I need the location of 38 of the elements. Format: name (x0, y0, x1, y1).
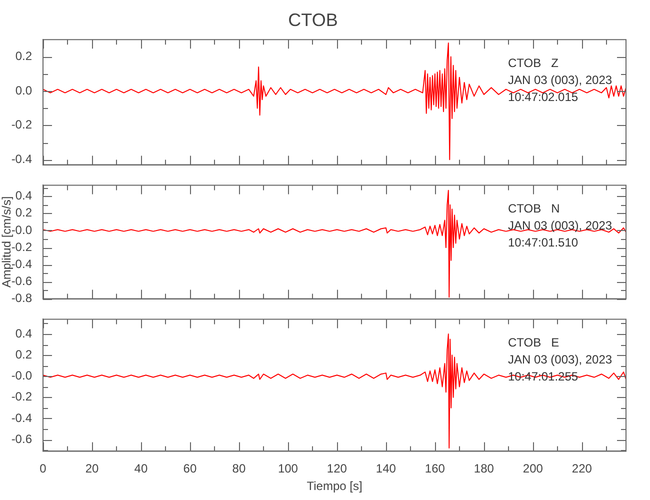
y-tick-label: 0.4 (15, 326, 32, 340)
x-tick-label: 40 (134, 462, 148, 476)
y-tick-label: -0.4 (11, 256, 32, 271)
x-tick-label: 100 (278, 462, 298, 476)
y-tick-label: -0.2 (11, 240, 32, 254)
y-tick-label: 0.0 (15, 83, 32, 98)
x-tick-label: 200 (522, 462, 544, 476)
x-tick-label: 160 (424, 462, 446, 476)
x-axis-title: Tiempo [s] (306, 479, 362, 494)
annotation: CTOB N (508, 202, 560, 216)
y-tick-label: -0.4 (11, 410, 32, 425)
x-tick-label: 60 (183, 462, 197, 476)
annotation: 10:47:02.015 (508, 90, 578, 104)
y-tick-label: 0.2 (15, 347, 32, 362)
y-tick-label: -0.2 (11, 390, 32, 404)
y-tick-label: 0.2 (15, 49, 32, 64)
annotation: CTOB Z (508, 56, 558, 70)
annotation: CTOB E (508, 336, 560, 350)
y-tick-label: 0.4 (15, 188, 32, 203)
y-tick-label: -0.2 (11, 118, 32, 132)
x-tick-label: 80 (232, 462, 246, 476)
y-tick-label: -0.6 (11, 274, 32, 288)
x-tick-label: 120 (326, 462, 348, 476)
y-tick-label: -0.8 (11, 291, 32, 306)
annotation: JAN 03 (003), 2023 (508, 352, 612, 367)
annotation: JAN 03 (003), 2023 (508, 218, 612, 233)
x-tick-label: 180 (474, 462, 494, 476)
y-tick-label: 0.2 (15, 206, 32, 220)
y-tick-label: -0.0 (11, 368, 32, 383)
x-tick-label: 140 (376, 462, 396, 476)
chart-title: CTOB (288, 10, 338, 30)
annotation: 10:47:01.510 (508, 236, 578, 250)
x-tick-label: 0 (40, 462, 47, 476)
x-tick-label: 20 (85, 462, 99, 476)
y-tick-label: -0.6 (11, 432, 32, 446)
y-tick-label: -0.4 (11, 152, 32, 166)
annotation: JAN 03 (003), 2023 (508, 72, 612, 87)
x-tick-label: 220 (572, 462, 592, 476)
